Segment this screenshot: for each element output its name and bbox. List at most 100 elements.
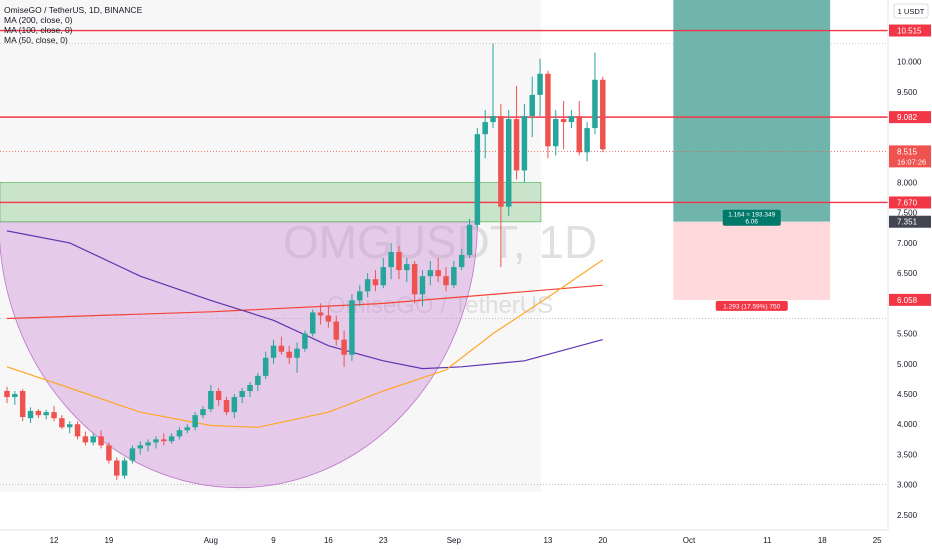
candle-35[interactable] [278, 336, 285, 355]
candle-49[interactable] [388, 242, 394, 280]
candle-body [231, 397, 238, 413]
candle-71[interactable] [560, 100, 567, 150]
candle-70[interactable] [553, 109, 559, 156]
candle-13[interactable] [106, 442, 112, 464]
cup-pattern[interactable] [0, 221, 478, 488]
candle-44[interactable] [349, 294, 355, 361]
candle-41[interactable] [325, 306, 332, 328]
candle-74[interactable] [584, 122, 590, 162]
legend-ma100[interactable]: MA (100, close, 0) [4, 25, 73, 35]
countdown-tag: 16:07:26 [897, 157, 926, 166]
candle-17[interactable] [137, 441, 144, 455]
candle-65[interactable] [513, 85, 520, 180]
candle-51[interactable] [404, 258, 410, 283]
candle-2[interactable] [19, 389, 26, 422]
candle-73[interactable] [576, 100, 583, 156]
candle-26[interactable] [208, 384, 214, 413]
moving-average-1[interactable] [6, 230, 603, 370]
candle-21[interactable] [168, 433, 175, 444]
candle-38[interactable] [302, 330, 308, 352]
candle-60[interactable] [474, 128, 481, 228]
currency-box[interactable] [893, 3, 929, 19]
candle-25[interactable] [200, 406, 206, 419]
candle-10[interactable] [82, 431, 89, 446]
candle-30[interactable] [239, 387, 245, 404]
candle-59[interactable] [466, 218, 473, 259]
candle-68[interactable] [537, 58, 543, 117]
legend-title[interactable]: OmiseGO / TetherUS, 1D, BINANCE [4, 5, 143, 15]
candle-4[interactable] [35, 409, 42, 419]
candle-19[interactable] [153, 436, 159, 449]
candle-76[interactable] [600, 76, 606, 153]
candle-29[interactable] [231, 394, 238, 419]
candle-58[interactable] [458, 248, 465, 271]
candle-54[interactable] [427, 261, 434, 286]
moving-average-0[interactable] [6, 284, 603, 320]
profit-zone[interactable] [673, 0, 831, 222]
candle-24[interactable] [192, 412, 198, 431]
candle-8[interactable] [66, 421, 73, 434]
candle-34[interactable] [270, 339, 277, 364]
candle-48[interactable] [380, 258, 387, 289]
candle-39[interactable] [309, 309, 316, 337]
candle-52[interactable] [411, 261, 418, 304]
candle-body [90, 436, 96, 443]
candle-body [66, 424, 73, 428]
y-tick-label: 3.000 [897, 481, 918, 490]
candle-40[interactable] [317, 303, 324, 325]
candle-5[interactable] [43, 409, 49, 420]
y-tick-label: 7.000 [897, 239, 918, 248]
candle-16[interactable] [129, 445, 136, 464]
candle-69[interactable] [545, 70, 551, 159]
candle-62[interactable] [490, 43, 496, 129]
candle-33[interactable] [262, 351, 269, 379]
candle-55[interactable] [435, 258, 441, 283]
candle-0[interactable] [4, 386, 10, 404]
candle-3[interactable] [27, 407, 34, 424]
candle-28[interactable] [223, 397, 230, 416]
moving-average-2[interactable] [6, 259, 604, 428]
candle-57[interactable] [451, 261, 457, 289]
candle-31[interactable] [247, 381, 253, 398]
candle-37[interactable] [294, 342, 300, 373]
candle-75[interactable] [592, 52, 598, 135]
candle-32[interactable] [255, 372, 261, 392]
candle-53[interactable] [419, 270, 426, 307]
currency-label[interactable]: 1 USDT [898, 7, 925, 16]
candle-67[interactable] [529, 76, 535, 138]
resistance-tag-0: 10.515 [897, 27, 922, 36]
legend-ma200[interactable]: MA (200, close, 0) [4, 15, 73, 25]
loss-zone[interactable] [673, 221, 831, 300]
candle-72[interactable] [568, 109, 575, 129]
candle-23[interactable] [184, 424, 191, 434]
candle-18[interactable] [145, 439, 151, 452]
candle-22[interactable] [176, 427, 183, 440]
candle-64[interactable] [505, 109, 512, 216]
candle-45[interactable] [357, 285, 363, 307]
candle-20[interactable] [161, 433, 167, 446]
candle-61[interactable] [482, 109, 488, 159]
candle-63[interactable] [498, 103, 504, 268]
candle-42[interactable] [333, 315, 339, 346]
y-tick-label: 5.000 [897, 360, 918, 369]
x-tick-label: 20 [598, 536, 607, 545]
candle-47[interactable] [372, 270, 379, 292]
candle-46[interactable] [364, 273, 371, 298]
candle-6[interactable] [51, 406, 57, 422]
candle-43[interactable] [341, 330, 347, 367]
candle-15[interactable] [121, 457, 128, 479]
candle-27[interactable] [215, 387, 222, 407]
candle-12[interactable] [98, 430, 104, 449]
candle-9[interactable] [74, 421, 81, 440]
candle-36[interactable] [286, 345, 292, 364]
candle-body [545, 73, 551, 147]
candle-14[interactable] [114, 457, 120, 480]
candle-11[interactable] [90, 433, 96, 446]
legend-ma50[interactable]: MA (50, close, 0) [4, 35, 68, 45]
candle-66[interactable] [521, 103, 528, 183]
candle-7[interactable] [59, 415, 65, 430]
candle-50[interactable] [396, 245, 402, 280]
candle-1[interactable] [12, 391, 18, 405]
candle-56[interactable] [443, 267, 449, 292]
